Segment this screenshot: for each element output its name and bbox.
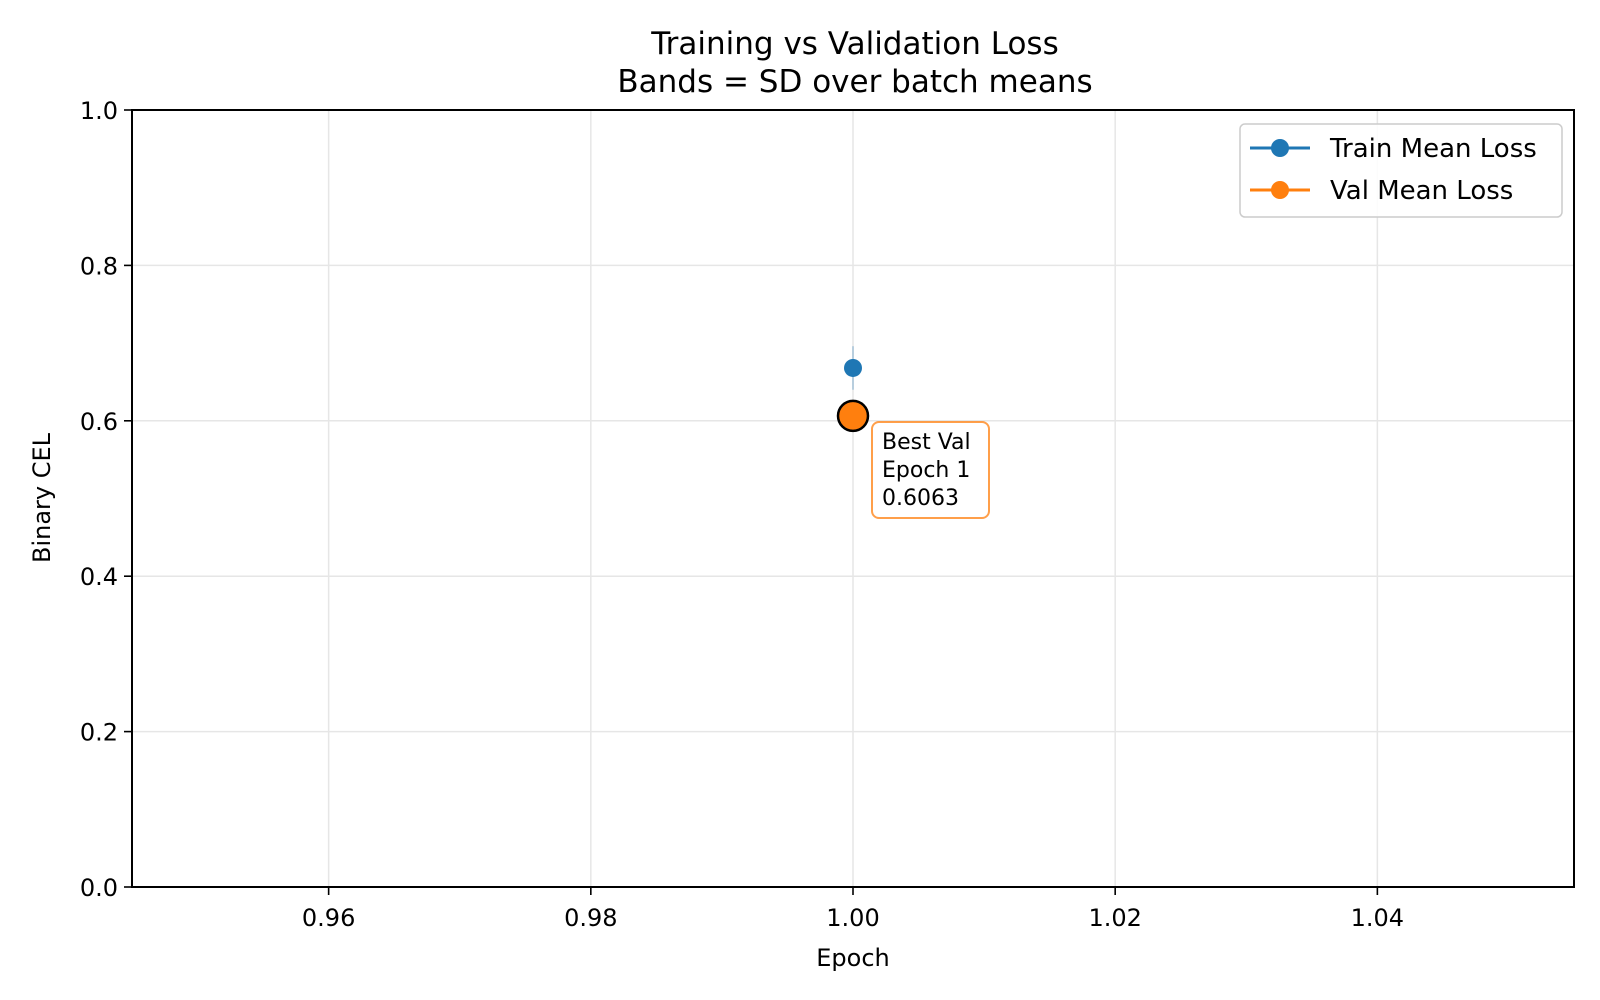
x-tick-label: 0.98	[564, 904, 617, 932]
legend-train-label: Train Mean Loss	[1329, 134, 1537, 164]
x-tick-label: 1.04	[1351, 904, 1404, 932]
x-tick-label: 1.00	[826, 904, 879, 932]
y-tick-label: 0.0	[80, 874, 118, 902]
grid-lines	[132, 109, 1574, 888]
y-axis-ticks: 0.0 0.2 0.4 0.6 0.8 1.0	[80, 97, 132, 902]
legend-val-marker	[1271, 181, 1289, 199]
x-axis-label: Epoch	[816, 944, 890, 972]
legend: Train Mean Loss Val Mean Loss	[1239, 123, 1563, 218]
best-val-annotation: Best Val Epoch 1 0.6063	[871, 421, 990, 519]
x-tick-label: 1.02	[1088, 904, 1141, 932]
x-axis-ticks: 0.96 0.98 1.00 1.02 1.04	[302, 887, 1404, 932]
annotation-line-2: Epoch 1	[882, 458, 970, 483]
annotation-box	[871, 421, 990, 519]
annotation-line-1: Best Val	[882, 430, 971, 455]
x-tick-label: 0.96	[302, 904, 355, 932]
legend-val-label: Val Mean Loss	[1330, 176, 1513, 206]
data-point	[844, 358, 862, 377]
y-axis-label: Binary CEL	[28, 432, 56, 563]
chart-subtitle: Bands = SD over batch means	[617, 64, 1092, 100]
legend-train-marker	[1271, 139, 1289, 157]
chart-title: Training vs Validation Loss	[650, 26, 1058, 62]
best-val-marker	[836, 399, 870, 433]
y-tick-label: 0.2	[80, 719, 118, 747]
y-tick-label: 1.0	[80, 97, 118, 125]
y-tick-label: 0.8	[80, 252, 118, 280]
y-tick-label: 0.4	[80, 563, 118, 591]
y-tick-label: 0.6	[80, 408, 118, 436]
annotation-line-3: 0.6063	[882, 486, 959, 511]
legend-box	[1239, 123, 1563, 218]
data-series	[836, 358, 870, 433]
